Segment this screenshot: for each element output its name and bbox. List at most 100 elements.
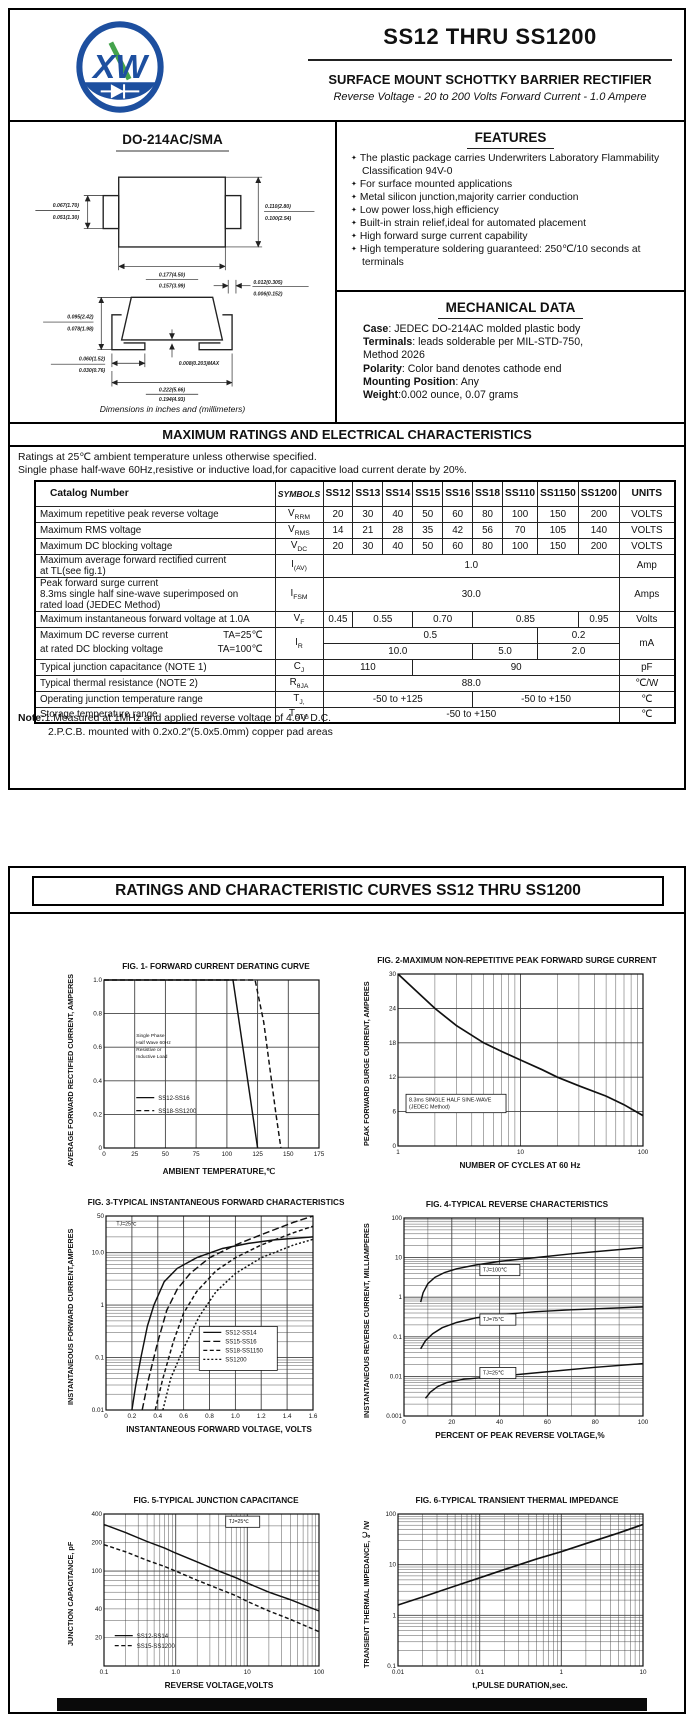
figure-6: FIG. 6-TYPICAL TRANSIENT THERMAL IMPEDAN… (356, 1496, 662, 1690)
symbol-cell: VRMS (274, 521, 324, 539)
table-header-cell: SS110 (502, 480, 539, 507)
value-cell: 80 (472, 537, 504, 555)
svg-text:TJ=25℃: TJ=25℃ (116, 1221, 137, 1227)
dim-tab-height-mm: 0.051(1.30) (53, 215, 80, 221)
svg-text:1.4: 1.4 (283, 1413, 292, 1420)
svg-text:400: 400 (91, 1511, 102, 1518)
unit-cell: ℃ (619, 690, 676, 708)
symbol-cell: VRRM (274, 505, 324, 523)
svg-text:1: 1 (398, 1294, 402, 1301)
value-cell: 0.45 (322, 610, 354, 628)
svg-text:TJ=25℃: TJ=25℃ (483, 1370, 504, 1376)
svg-text:30: 30 (389, 971, 397, 978)
table-row: Maximum instantaneous forward voltage at… (34, 610, 676, 628)
fig4-plot: 0 20 40 60 80 100 100 10 1 0.1 0.01 0.001 TJ=100℃ TJ=… (386, 1215, 649, 1426)
svg-text:1.2: 1.2 (257, 1413, 266, 1420)
parameter-cell: Maximum repetitive peak reverse voltage (34, 505, 276, 523)
table-row: Maximum average forward rectified curren… (34, 553, 676, 578)
value-cell: 1.0 (322, 553, 621, 578)
banner-divider (10, 912, 684, 914)
svg-text:40: 40 (496, 1419, 504, 1426)
value-cell: 100 (502, 537, 539, 555)
bullet-icon: ✦ (351, 180, 357, 188)
fig6-xlabel: t,PULSE DURATION,sec. (472, 1680, 568, 1690)
unit-cell: ℃/W (619, 674, 676, 692)
symbol-cell: IFSM (274, 576, 324, 612)
dim-body-height-in: 0.110(2.80) (265, 204, 291, 210)
figure-4: FIG. 4-TYPICAL REVERSE CHARACTERISTICS I… (356, 1200, 662, 1440)
unit-cell: Volts (619, 610, 676, 628)
package-top-view (102, 176, 242, 248)
fig6-title: FIG. 6-TYPICAL TRANSIENT THERMAL IMPEDAN… (415, 1496, 619, 1505)
svg-text:0.1: 0.1 (475, 1669, 484, 1676)
svg-text:24: 24 (389, 1005, 397, 1012)
table-header-cell: SS14 (382, 480, 414, 507)
svg-text:175: 175 (314, 1151, 325, 1158)
svg-text:25: 25 (131, 1151, 139, 1158)
fig6-ylabel: TRANSIENT THERMAL IMPEDANCE, ℃/W (362, 1519, 371, 1668)
value-cell: 80 (472, 505, 504, 523)
unit-cell: VOLTS (619, 537, 676, 555)
svg-text:100: 100 (385, 1511, 396, 1518)
value-cell: 30 (352, 537, 384, 555)
value-cell: 110 (322, 658, 414, 676)
dim-pkg-height-mm: 0.078(1.98) (67, 326, 94, 332)
svg-text:0.6: 0.6 (93, 1044, 102, 1051)
svg-text:0.01: 0.01 (390, 1373, 403, 1380)
unit-cell: VOLTS (619, 505, 676, 523)
value-cell: 0.5 (322, 626, 539, 644)
value-cell: 0.85 (472, 610, 579, 628)
value-cell: 140 (577, 521, 621, 539)
svg-text:1.0: 1.0 (171, 1669, 180, 1676)
parameter-cell: Operating junction temperature range (34, 690, 276, 708)
dim-foot-length-in: 0.060(1.52) (79, 356, 106, 362)
svg-text:1: 1 (396, 1149, 400, 1156)
logo-letters: XW (91, 49, 149, 86)
fig3-xlabel: INSTANTANEOUS FORWARD VOLTAGE, VOLTS (126, 1424, 312, 1434)
value-cell: 20 (322, 537, 354, 555)
value-cell: 42 (442, 521, 474, 539)
dimension-lines-side (43, 279, 309, 395)
bullet-icon: ✦ (351, 155, 357, 162)
value-cell: 35 (412, 521, 444, 539)
svg-text:0.4: 0.4 (153, 1413, 162, 1420)
feature-item: ✦ Low power loss,high efficiency (351, 204, 499, 216)
symbol-cell: CJ (274, 658, 324, 676)
dim-overall-length-in: 0.222(5.66) (159, 387, 186, 393)
value-cell: 0.95 (577, 610, 621, 628)
page-2: RATINGS AND CHARACTERISTIC CURVES SS12 T… (8, 866, 686, 1714)
fig1-xlabel: AMBIENT TEMPERATURE,℃ (162, 1166, 276, 1176)
svg-text:SS1200: SS1200 (225, 1357, 247, 1363)
dim-pkg-height-in: 0.095(2.42) (67, 315, 94, 321)
svg-text:10: 10 (395, 1254, 403, 1261)
value-cell: 0.70 (412, 610, 474, 628)
value-cell: -50 to +125 (322, 690, 474, 708)
value-cell: 28 (382, 521, 414, 539)
svg-text:0.1: 0.1 (393, 1333, 402, 1340)
svg-text:18: 18 (389, 1039, 397, 1046)
svg-text:1: 1 (100, 1302, 104, 1309)
svg-text:0.1: 0.1 (100, 1669, 109, 1676)
svg-text:Inductive Load: Inductive Load (136, 1054, 168, 1060)
doc-title: SS12 THRU SS1200 (308, 24, 672, 61)
feature-item: ✦ For surface mounted applications (351, 178, 513, 190)
svg-text:0.2: 0.2 (128, 1413, 137, 1420)
svg-text:50: 50 (162, 1151, 170, 1158)
parameter-cell: Maximum average forward rectified curren… (34, 553, 276, 578)
parameter-cell: Peak forward surge current 8.3ms single h… (34, 576, 276, 612)
unit-cell: Amps (619, 576, 676, 612)
svg-text:150: 150 (283, 1151, 294, 1158)
value-cell: 40 (382, 505, 414, 523)
dim-body-width-in: 0.177(4.50) (159, 273, 186, 279)
fig2-plot: 1 10 100 0 6 12 18 24 30 8.3ms SINGLE HALF SINE-W… (389, 971, 649, 1156)
package-name: DO-214AC/SMA (10, 132, 335, 152)
ratings-intro-line1: Ratings at 25℃ ambient temperature unles… (18, 452, 317, 463)
features-list: ✦ The plastic package carries Underwriter… (351, 153, 676, 269)
svg-text:1.0: 1.0 (231, 1413, 240, 1420)
svg-text:TJ=100℃: TJ=100℃ (483, 1267, 507, 1273)
parameter-cell: Maximum DC reverse current TA=25℃ at rated… (34, 626, 276, 660)
value-cell: 20 (322, 505, 354, 523)
ratings-intro: Ratings at 25℃ ambient temperature unles… (18, 451, 467, 477)
package-drawing-panel: DO-214AC/SMA (10, 122, 337, 424)
